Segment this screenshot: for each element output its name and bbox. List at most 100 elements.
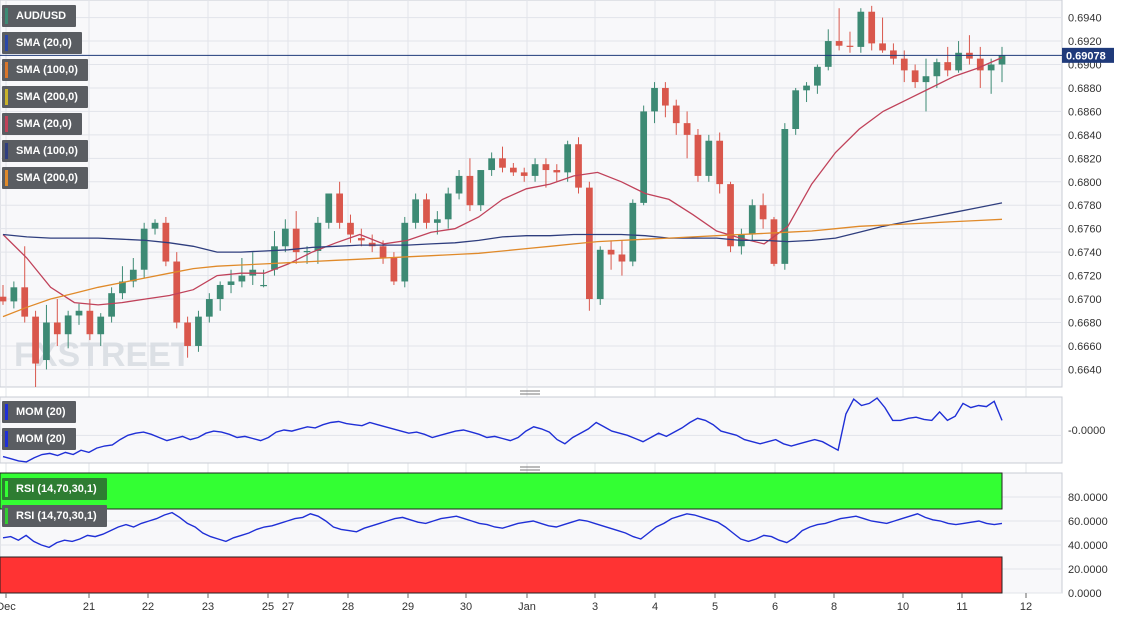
candle [705, 134, 713, 182]
candle-body [0, 296, 7, 302]
candle-body [347, 222, 354, 235]
candle-body [325, 193, 333, 223]
candle [618, 240, 626, 276]
time-tick-label: 6 [772, 601, 778, 613]
price-panel[interactable]: FXSTREET [0, 0, 1063, 593]
candle [216, 281, 224, 311]
resize-handle-mom[interactable] [520, 390, 540, 395]
candle-body [10, 287, 18, 302]
legend-sma-200-a[interactable]: SMA (200,0) [2, 86, 88, 108]
candle-body [281, 228, 289, 247]
legend-mom-a[interactable]: MOM (20) [2, 401, 76, 423]
legend-sma-20-a[interactable]: SMA (20,0) [2, 32, 82, 54]
candle-body [216, 284, 224, 300]
candle-body [195, 316, 202, 346]
momentum-panel[interactable] [0, 396, 1063, 464]
candle-body [976, 58, 984, 71]
sma-line [2, 202, 1003, 253]
candle-body [509, 167, 517, 173]
candle [509, 163, 517, 176]
rsi-panel[interactable] [0, 472, 1063, 594]
time-tick-label: 4 [652, 601, 658, 613]
candle [683, 111, 691, 159]
legend-sma-200-b[interactable]: SMA (200,0) [2, 167, 88, 189]
candle-body [173, 261, 181, 323]
price-tick-label: 0.6660 [1068, 341, 1102, 353]
candle-body [238, 275, 246, 282]
candle-body [423, 199, 430, 223]
candle [759, 193, 767, 229]
candle-body [803, 85, 810, 91]
candle [890, 43, 897, 65]
candle [857, 8, 865, 53]
candle-body [227, 281, 235, 285]
candle [477, 170, 485, 212]
candle [32, 310, 39, 387]
candle-body [792, 90, 800, 129]
candle-body [271, 246, 278, 270]
candle [586, 181, 593, 311]
candle-body [444, 193, 452, 220]
legend-rsi-a[interactable]: RSI (14,70,30,1) [2, 478, 107, 500]
candle [879, 17, 886, 53]
price-axis: 0.69400.69200.69000.68800.68600.68400.68… [1068, 13, 1102, 377]
candle [998, 46, 1006, 83]
candle [325, 193, 333, 229]
rsi-tick-label: 80.0000 [1068, 492, 1108, 504]
candle [531, 158, 539, 182]
price-tick-label: 0.6840 [1068, 130, 1102, 142]
legend-sma-20-b[interactable]: SMA (20,0) [2, 113, 82, 135]
candle [151, 219, 159, 235]
legend-audusd[interactable]: AUD/USD [2, 5, 77, 27]
sma-lines [2, 56, 1003, 318]
candle-body [662, 87, 669, 106]
candle-body [727, 184, 734, 247]
candle-body [987, 64, 995, 71]
candle [0, 284, 7, 305]
legend-label: AUD/USD [16, 10, 67, 22]
sma-line [2, 56, 1003, 306]
candle [694, 129, 702, 182]
candle-body [86, 310, 94, 335]
candle [292, 211, 300, 264]
candle [140, 222, 148, 278]
candle-body [390, 258, 398, 282]
legend-rsi-b[interactable]: RSI (14,70,30,1) [2, 505, 107, 527]
candle-body [292, 228, 300, 253]
candle [607, 240, 615, 270]
legend-label: SMA (200,0) [16, 172, 78, 184]
legend-label: MOM (20) [16, 433, 66, 445]
legend-label: SMA (20,0) [16, 118, 72, 130]
legend-swatch [5, 431, 8, 447]
legend-sma-100-b[interactable]: SMA (100,0) [2, 140, 88, 162]
candle [640, 105, 648, 206]
resize-handle-rsi[interactable] [520, 466, 540, 471]
candle [488, 152, 496, 176]
legend-swatch [5, 170, 8, 186]
legend-swatch [5, 143, 8, 159]
price-tick-label: 0.6720 [1068, 271, 1102, 283]
legend-swatch [5, 8, 8, 24]
candle-body [379, 246, 387, 258]
time-tick-label: 29 [402, 601, 414, 613]
candle [129, 258, 137, 288]
price-tick-label: 0.6880 [1068, 83, 1102, 95]
candle-body [119, 281, 126, 294]
price-tick-label: 0.6820 [1068, 153, 1102, 165]
candle [922, 58, 930, 112]
candle-body [868, 11, 876, 44]
time-tick-label: 11 [956, 601, 967, 613]
candle [727, 181, 734, 253]
price-tick-label: 0.6740 [1068, 247, 1102, 259]
candle [64, 310, 72, 349]
candle-body [108, 293, 115, 317]
candle [553, 164, 561, 182]
candle [792, 87, 800, 135]
rsi-tick-label: 0.0000 [1068, 588, 1102, 600]
legend-sma-100-a[interactable]: SMA (100,0) [2, 59, 88, 81]
legend-mom-b[interactable]: MOM (20) [2, 428, 76, 450]
candle-body [705, 140, 713, 176]
time-tick-label: 10 [897, 601, 909, 613]
candle [596, 246, 604, 305]
candle [868, 5, 876, 51]
